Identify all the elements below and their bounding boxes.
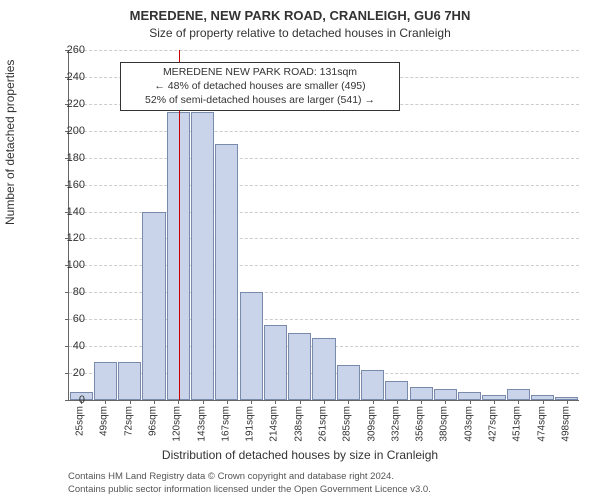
ytick-label: 160 bbox=[45, 179, 85, 191]
x-axis-label: Distribution of detached houses by size … bbox=[0, 448, 600, 462]
annotation-line-3: 52% of semi-detached houses are larger (… bbox=[127, 94, 393, 108]
xtick-mark bbox=[300, 400, 301, 404]
xtick-mark bbox=[251, 400, 252, 404]
grid-line bbox=[69, 131, 579, 132]
xtick-mark bbox=[494, 400, 495, 404]
footer-line-2: Contains public sector information licen… bbox=[68, 484, 431, 495]
xtick-label: 120sqm bbox=[172, 406, 183, 442]
grid-line bbox=[69, 158, 579, 159]
xtick-mark bbox=[203, 400, 204, 404]
xtick-label: 474sqm bbox=[536, 406, 547, 442]
xtick-mark bbox=[105, 400, 106, 404]
xtick-label: 356sqm bbox=[415, 406, 426, 442]
histogram-bar bbox=[264, 325, 287, 400]
histogram-bar bbox=[458, 392, 481, 400]
xtick-mark bbox=[543, 400, 544, 404]
y-axis-label: Number of detached properties bbox=[3, 60, 17, 225]
grid-line bbox=[69, 185, 579, 186]
xtick-label: 238sqm bbox=[293, 406, 304, 442]
chart-title: MEREDENE, NEW PARK ROAD, CRANLEIGH, GU6 … bbox=[0, 8, 600, 23]
xtick-label: 285sqm bbox=[342, 406, 353, 442]
xtick-label: 380sqm bbox=[439, 406, 450, 442]
xtick-mark bbox=[421, 400, 422, 404]
xtick-mark bbox=[373, 400, 374, 404]
xtick-mark bbox=[130, 400, 131, 404]
xtick-label: 72sqm bbox=[123, 406, 134, 436]
histogram-bar bbox=[142, 212, 165, 400]
ytick-label: 60 bbox=[45, 313, 85, 325]
histogram-bar bbox=[118, 362, 141, 400]
annotation-box: MEREDENE NEW PARK ROAD: 131sqm← 48% of d… bbox=[120, 62, 400, 111]
xtick-label: 332sqm bbox=[390, 406, 401, 442]
histogram-bar bbox=[385, 381, 408, 400]
histogram-bar bbox=[434, 389, 457, 400]
ytick-label: 120 bbox=[45, 232, 85, 244]
xtick-label: 167sqm bbox=[220, 406, 231, 442]
xtick-label: 143sqm bbox=[196, 406, 207, 442]
xtick-mark bbox=[470, 400, 471, 404]
ytick-label: 140 bbox=[45, 206, 85, 218]
ytick-label: 100 bbox=[45, 259, 85, 271]
xtick-label: 214sqm bbox=[269, 406, 280, 442]
xtick-mark bbox=[154, 400, 155, 404]
xtick-label: 403sqm bbox=[463, 406, 474, 442]
histogram-bar bbox=[288, 333, 311, 400]
ytick-label: 240 bbox=[45, 71, 85, 83]
xtick-label: 191sqm bbox=[245, 406, 256, 442]
xtick-mark bbox=[227, 400, 228, 404]
ytick-label: 200 bbox=[45, 125, 85, 137]
footer-line-1: Contains HM Land Registry data © Crown c… bbox=[68, 471, 394, 482]
chart-container: MEREDENE, NEW PARK ROAD, CRANLEIGH, GU6 … bbox=[0, 0, 600, 500]
xtick-label: 96sqm bbox=[148, 406, 159, 436]
xtick-mark bbox=[324, 400, 325, 404]
xtick-mark bbox=[275, 400, 276, 404]
histogram-bar bbox=[361, 370, 384, 400]
plot-area: MEREDENE NEW PARK ROAD: 131sqm← 48% of d… bbox=[68, 50, 579, 401]
annotation-line-1: MEREDENE NEW PARK ROAD: 131sqm bbox=[127, 66, 393, 80]
xtick-mark bbox=[518, 400, 519, 404]
xtick-label: 49sqm bbox=[99, 406, 110, 436]
chart-subtitle: Size of property relative to detached ho… bbox=[0, 26, 600, 40]
xtick-mark bbox=[397, 400, 398, 404]
histogram-bar bbox=[337, 365, 360, 400]
histogram-bar bbox=[215, 144, 238, 400]
ytick-label: 220 bbox=[45, 98, 85, 110]
xtick-mark bbox=[567, 400, 568, 404]
grid-line bbox=[69, 50, 579, 51]
histogram-bar bbox=[240, 292, 263, 400]
ytick-label: 0 bbox=[45, 394, 85, 406]
xtick-label: 498sqm bbox=[560, 406, 571, 442]
xtick-label: 451sqm bbox=[512, 406, 523, 442]
ytick-label: 20 bbox=[45, 367, 85, 379]
xtick-label: 25sqm bbox=[75, 406, 86, 436]
xtick-mark bbox=[348, 400, 349, 404]
histogram-bar bbox=[312, 338, 335, 400]
annotation-line-2: ← 48% of detached houses are smaller (49… bbox=[127, 80, 393, 94]
ytick-label: 40 bbox=[45, 340, 85, 352]
xtick-label: 427sqm bbox=[488, 406, 499, 442]
histogram-bar bbox=[191, 112, 214, 400]
histogram-bar bbox=[507, 389, 530, 400]
ytick-label: 260 bbox=[45, 44, 85, 56]
histogram-bar bbox=[94, 362, 117, 400]
xtick-mark bbox=[178, 400, 179, 404]
xtick-label: 261sqm bbox=[318, 406, 329, 442]
xtick-mark bbox=[445, 400, 446, 404]
ytick-label: 80 bbox=[45, 286, 85, 298]
ytick-label: 180 bbox=[45, 152, 85, 164]
histogram-bar bbox=[410, 387, 433, 400]
xtick-label: 309sqm bbox=[366, 406, 377, 442]
